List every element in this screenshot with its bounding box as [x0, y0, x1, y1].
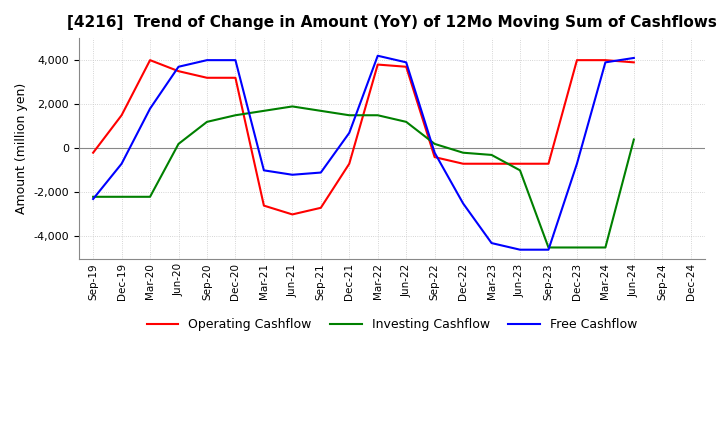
Operating Cashflow: [629, 60, 638, 65]
Operating Cashflow: [145, 58, 154, 63]
Investing Cashflow: [145, 194, 154, 199]
Investing Cashflow: [544, 245, 553, 250]
Investing Cashflow: [202, 119, 211, 125]
Investing Cashflow: [89, 194, 97, 199]
Operating Cashflow: [345, 161, 354, 166]
Free Cashflow: [629, 55, 638, 61]
Investing Cashflow: [402, 119, 410, 125]
Investing Cashflow: [572, 245, 581, 250]
Free Cashflow: [487, 240, 496, 246]
Investing Cashflow: [601, 245, 610, 250]
Investing Cashflow: [431, 141, 439, 147]
Line: Investing Cashflow: Investing Cashflow: [93, 106, 634, 247]
Operating Cashflow: [117, 113, 126, 118]
Line: Free Cashflow: Free Cashflow: [93, 56, 634, 249]
Operating Cashflow: [402, 64, 410, 70]
Operating Cashflow: [572, 58, 581, 63]
Free Cashflow: [202, 58, 211, 63]
Free Cashflow: [317, 170, 325, 175]
Free Cashflow: [601, 60, 610, 65]
Free Cashflow: [402, 60, 410, 65]
Investing Cashflow: [231, 113, 240, 118]
Operating Cashflow: [317, 205, 325, 210]
Operating Cashflow: [288, 212, 297, 217]
Y-axis label: Amount (million yen): Amount (million yen): [15, 83, 28, 214]
Investing Cashflow: [516, 168, 524, 173]
Free Cashflow: [288, 172, 297, 177]
Free Cashflow: [572, 161, 581, 166]
Operating Cashflow: [89, 150, 97, 155]
Operating Cashflow: [459, 161, 467, 166]
Free Cashflow: [431, 150, 439, 155]
Free Cashflow: [459, 201, 467, 206]
Operating Cashflow: [601, 58, 610, 63]
Investing Cashflow: [317, 108, 325, 114]
Operating Cashflow: [487, 161, 496, 166]
Free Cashflow: [516, 247, 524, 252]
Operating Cashflow: [544, 161, 553, 166]
Operating Cashflow: [516, 161, 524, 166]
Operating Cashflow: [202, 75, 211, 81]
Free Cashflow: [544, 247, 553, 252]
Line: Operating Cashflow: Operating Cashflow: [93, 60, 634, 214]
Investing Cashflow: [629, 137, 638, 142]
Free Cashflow: [374, 53, 382, 59]
Title: [4216]  Trend of Change in Amount (YoY) of 12Mo Moving Sum of Cashflows: [4216] Trend of Change in Amount (YoY) o…: [67, 15, 717, 30]
Investing Cashflow: [459, 150, 467, 155]
Operating Cashflow: [374, 62, 382, 67]
Investing Cashflow: [117, 194, 126, 199]
Operating Cashflow: [431, 154, 439, 160]
Operating Cashflow: [174, 69, 183, 74]
Investing Cashflow: [260, 108, 269, 114]
Investing Cashflow: [345, 113, 354, 118]
Operating Cashflow: [231, 75, 240, 81]
Investing Cashflow: [487, 152, 496, 158]
Free Cashflow: [231, 58, 240, 63]
Free Cashflow: [345, 130, 354, 136]
Free Cashflow: [117, 161, 126, 166]
Free Cashflow: [145, 106, 154, 111]
Operating Cashflow: [260, 203, 269, 208]
Investing Cashflow: [374, 113, 382, 118]
Investing Cashflow: [174, 141, 183, 147]
Legend: Operating Cashflow, Investing Cashflow, Free Cashflow: Operating Cashflow, Investing Cashflow, …: [142, 313, 642, 336]
Free Cashflow: [260, 168, 269, 173]
Free Cashflow: [89, 196, 97, 202]
Investing Cashflow: [288, 104, 297, 109]
Free Cashflow: [174, 64, 183, 70]
